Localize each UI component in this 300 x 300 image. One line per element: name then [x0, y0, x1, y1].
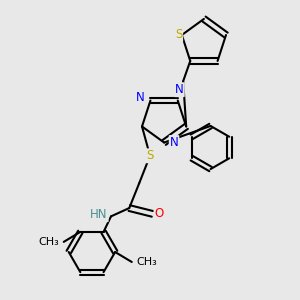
Text: S: S	[175, 28, 182, 41]
Text: S: S	[146, 149, 154, 162]
Text: O: O	[154, 207, 164, 220]
Text: N: N	[170, 136, 178, 149]
Text: CH₃: CH₃	[137, 257, 158, 267]
Text: N: N	[175, 83, 184, 96]
Text: N: N	[136, 91, 145, 104]
Text: HN: HN	[90, 208, 108, 221]
Text: CH₃: CH₃	[38, 237, 59, 247]
